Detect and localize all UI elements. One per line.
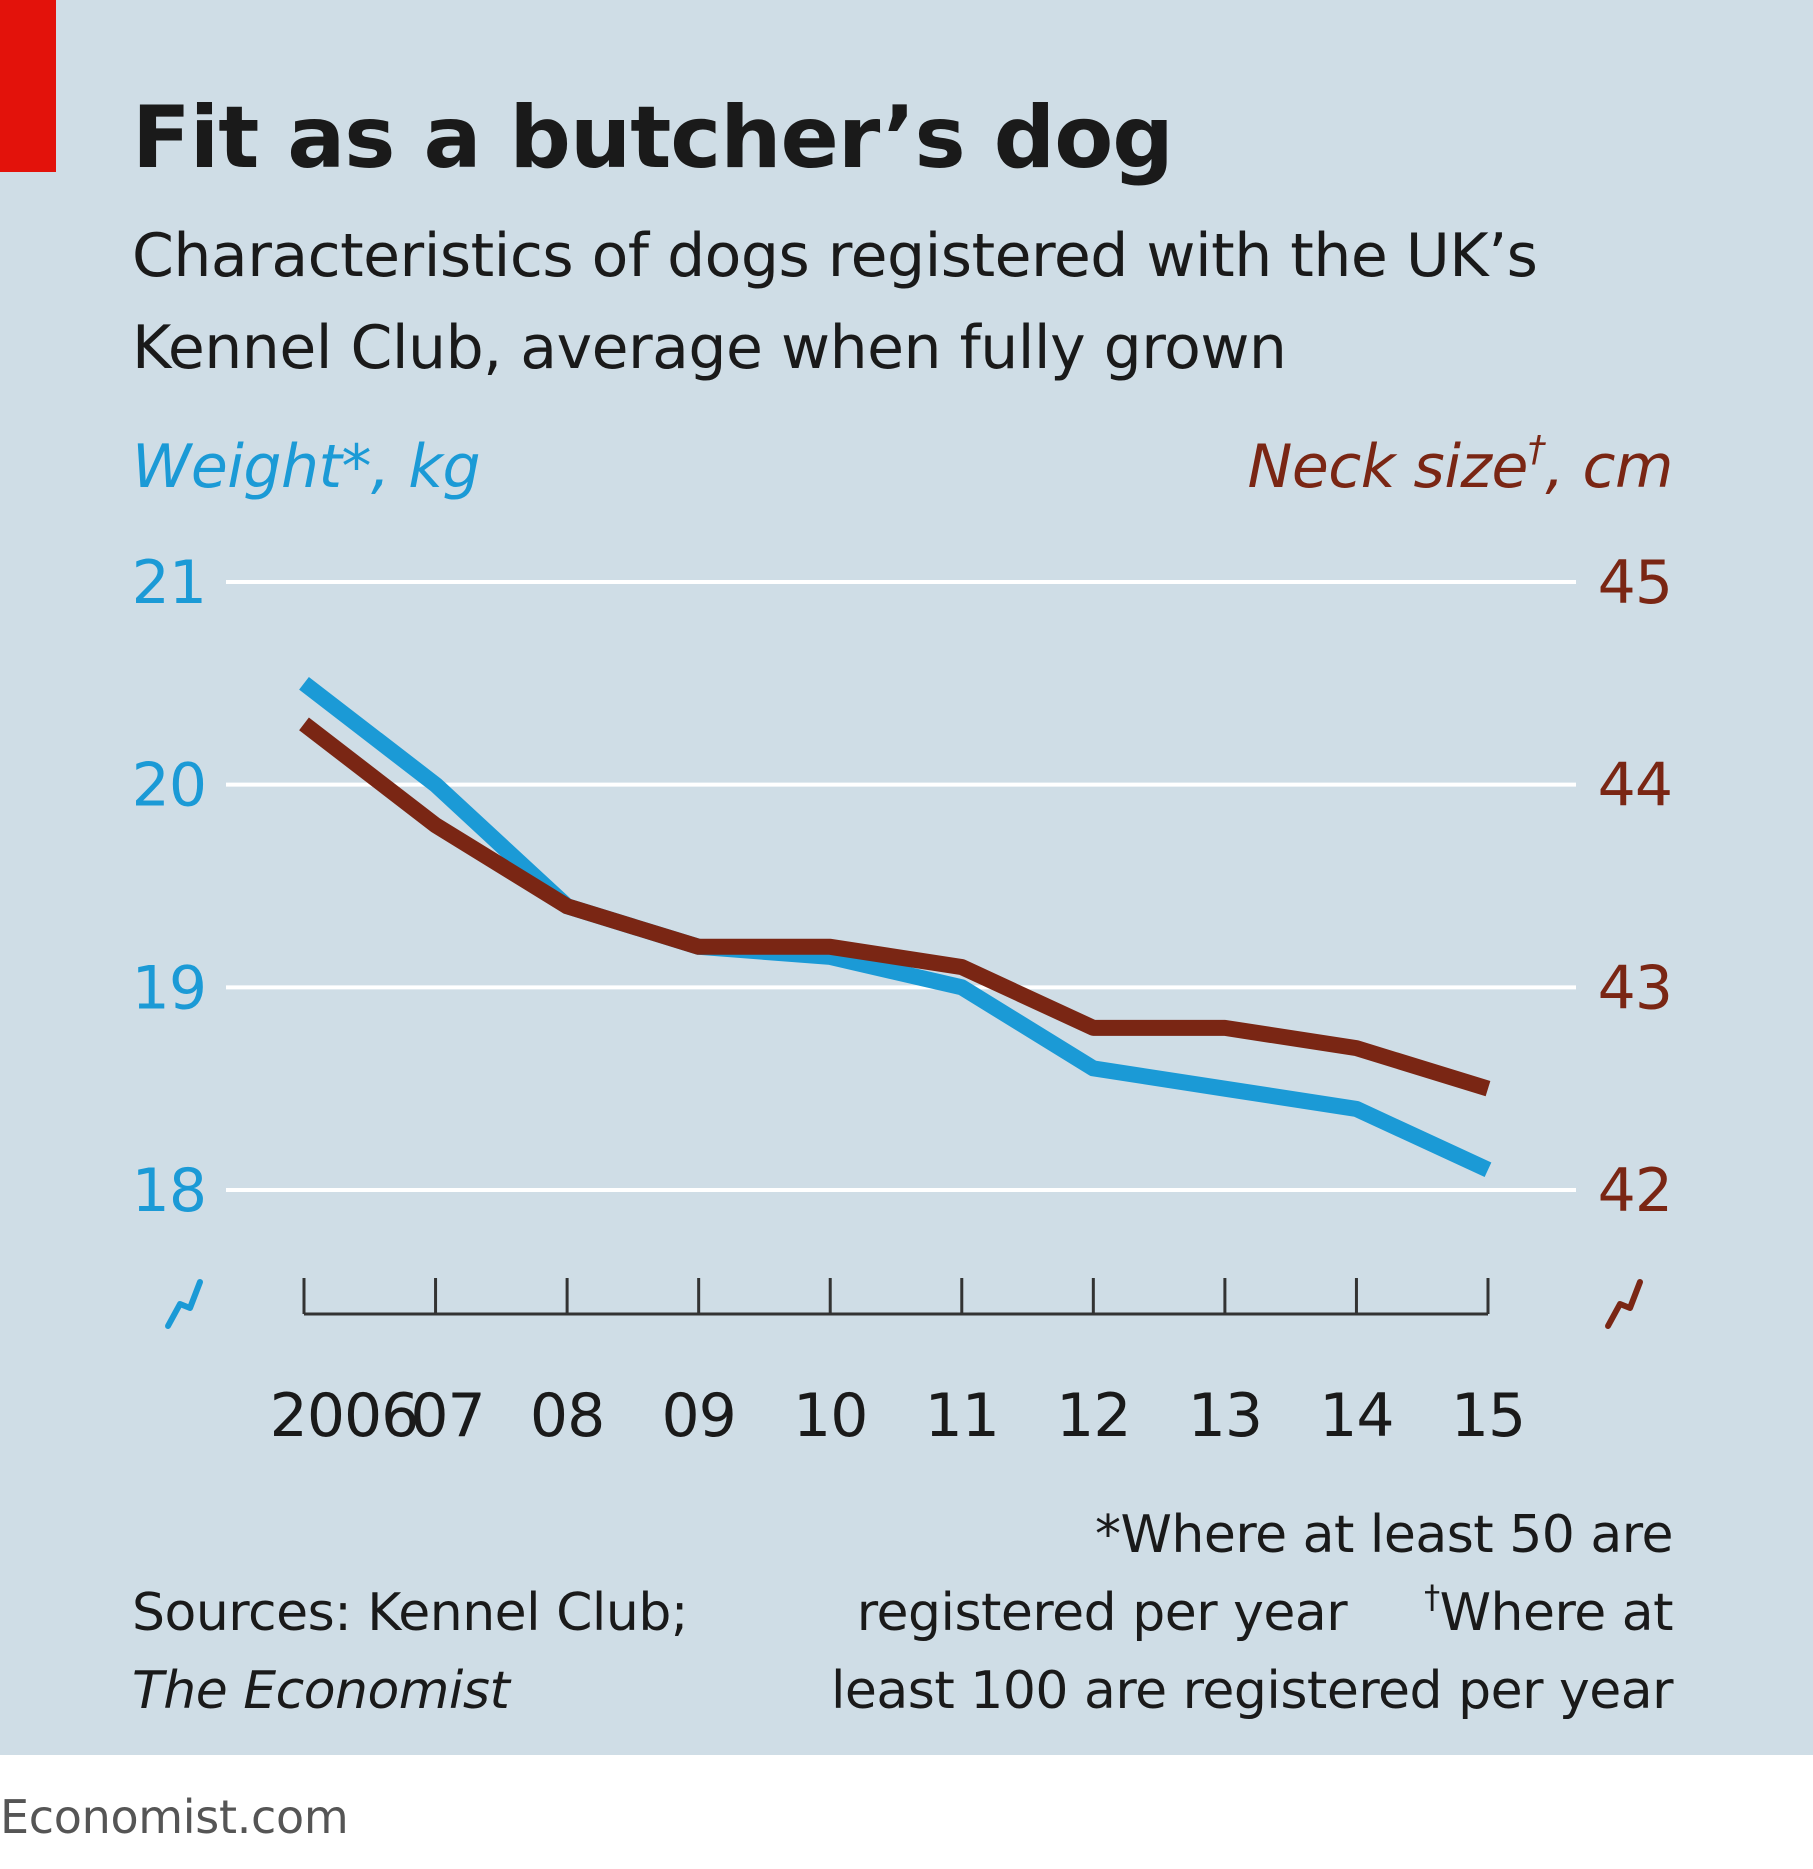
note-neck-dagger: † xyxy=(1424,1578,1440,1616)
right-axis-break-icon xyxy=(1605,1279,1643,1329)
chart-subtitle: Characteristics of dogs registered with … xyxy=(132,221,1538,383)
footnotes: *Where at least 50 are registered per ye… xyxy=(830,1496,1674,1730)
right-axis-label-text: Neck size xyxy=(1247,432,1528,502)
chart-title: Fit as a butcher’s dog xyxy=(132,88,1174,188)
x-tick-label: 10 xyxy=(793,1381,867,1451)
note-neck-line1: Where at xyxy=(1439,1583,1674,1643)
sources-label: Sources: Kennel Club; xyxy=(132,1583,688,1643)
x-tick-label: 12 xyxy=(1056,1381,1130,1451)
left-axis-label: Weight*, kg xyxy=(132,432,481,502)
x-tick-label: 2006 xyxy=(270,1381,419,1451)
x-tick-label: 08 xyxy=(530,1381,604,1451)
x-tick-label: 07 xyxy=(410,1381,484,1451)
weight-series-line xyxy=(299,676,1492,1177)
brand-footer: Economist.com xyxy=(0,1790,349,1844)
note-neck-line2: least 100 are registered per year xyxy=(830,1661,1674,1721)
brand-accent-tab xyxy=(0,0,56,172)
note-line2: registered per year †Where at xyxy=(831,1574,1674,1652)
neck-series-line xyxy=(299,717,1491,1097)
x-tick-label: 14 xyxy=(1319,1381,1393,1451)
right-tick-label: 45 xyxy=(1598,548,1672,618)
right-axis-label: Neck size†, cm xyxy=(1247,429,1673,503)
right-axis-label-unit: , cm xyxy=(1545,432,1673,502)
sources-publication: The Economist xyxy=(132,1661,510,1721)
right-tick-label: 42 xyxy=(1598,1156,1672,1226)
x-tick-label: 15 xyxy=(1451,1381,1525,1451)
right-tick-label: 43 xyxy=(1598,953,1672,1023)
left-tick-label: 18 xyxy=(132,1156,206,1226)
left-tick-label: 20 xyxy=(132,751,206,821)
x-tick-label: 11 xyxy=(925,1381,999,1451)
right-tick-label: 44 xyxy=(1598,751,1672,821)
x-tick-label: 09 xyxy=(661,1381,735,1451)
note-weight-line1: *Where at least 50 are xyxy=(1094,1505,1674,1565)
left-axis-break-icon xyxy=(165,1279,203,1329)
x-tick-label: 13 xyxy=(1188,1381,1262,1451)
chart-panel xyxy=(0,0,1813,1755)
left-tick-label: 21 xyxy=(132,548,206,618)
left-tick-label: 19 xyxy=(132,953,206,1023)
note-weight-line2: registered per year xyxy=(856,1583,1348,1643)
right-axis-dagger: † xyxy=(1527,429,1546,470)
sources-note: Sources: Kennel Club; The Economist xyxy=(132,1574,688,1730)
